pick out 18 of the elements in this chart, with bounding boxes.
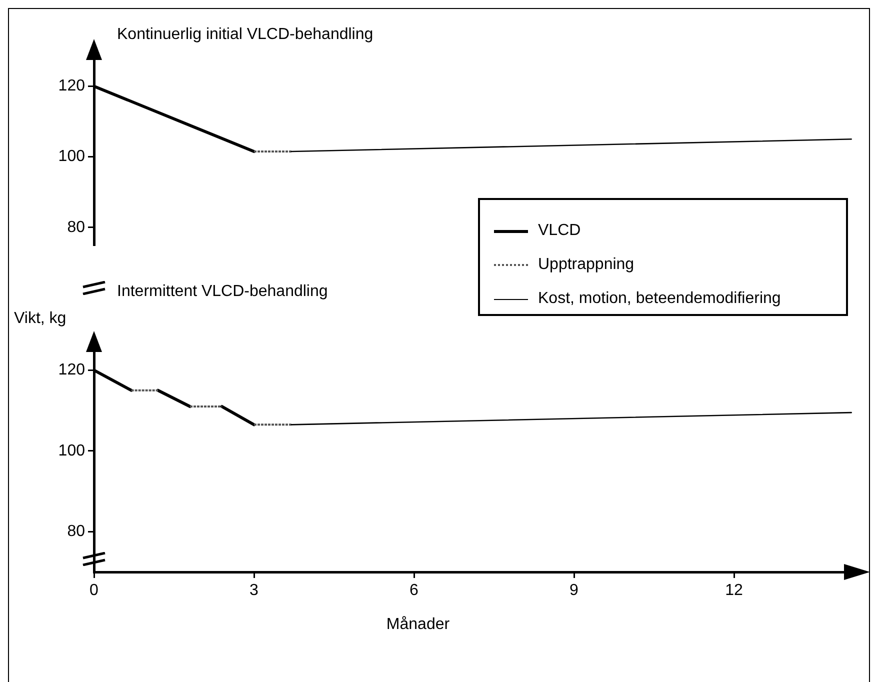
x-tick-label: 6: [410, 582, 419, 600]
x-tick-label: 12: [725, 582, 743, 600]
x-axis-title: Månader: [385, 616, 451, 634]
y-tick-label: 80: [67, 523, 86, 540]
chart-title: Intermittent VLCD-behandling: [117, 283, 328, 301]
legend-label: Upptrappning: [538, 256, 634, 274]
chart-title: Kontinuerlig initial VLCD-behandling: [117, 26, 374, 44]
y-tick-label: 100: [58, 442, 86, 460]
y-axis-title: Vikt, kg: [14, 310, 66, 328]
legend-label: VLCD: [538, 222, 581, 240]
x-tick-label: 0: [90, 582, 99, 600]
x-tick-label: 3: [250, 582, 259, 600]
y-tick-label: 120: [58, 362, 86, 379]
y-tick-label: 100: [58, 148, 86, 166]
legend-label: Kost, motion, beteendemodifiering: [538, 290, 781, 308]
y-tick-label: 80: [67, 218, 86, 236]
y-tick-label: 120: [58, 78, 86, 95]
x-tick-label: 9: [570, 582, 579, 600]
